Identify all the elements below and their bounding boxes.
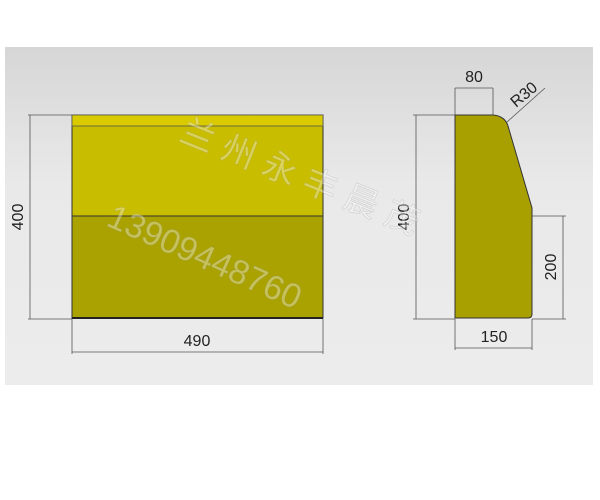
front-lower-face — [71, 215, 324, 319]
front-width-label: 490 — [184, 333, 211, 350]
side-bottom-width-label: 150 — [481, 329, 508, 346]
side-dimensions — [413, 87, 566, 350]
side-lower-height-label: 200 — [543, 254, 560, 281]
side-height-label: 400 — [396, 204, 413, 231]
front-top-strip — [71, 114, 324, 127]
side-profile — [454, 114, 533, 319]
side-top-width-label: 80 — [465, 69, 483, 86]
front-upper-face — [71, 114, 324, 217]
front-dimensions — [28, 114, 324, 354]
front-view — [71, 114, 324, 319]
front-height-label: 400 — [10, 204, 27, 231]
